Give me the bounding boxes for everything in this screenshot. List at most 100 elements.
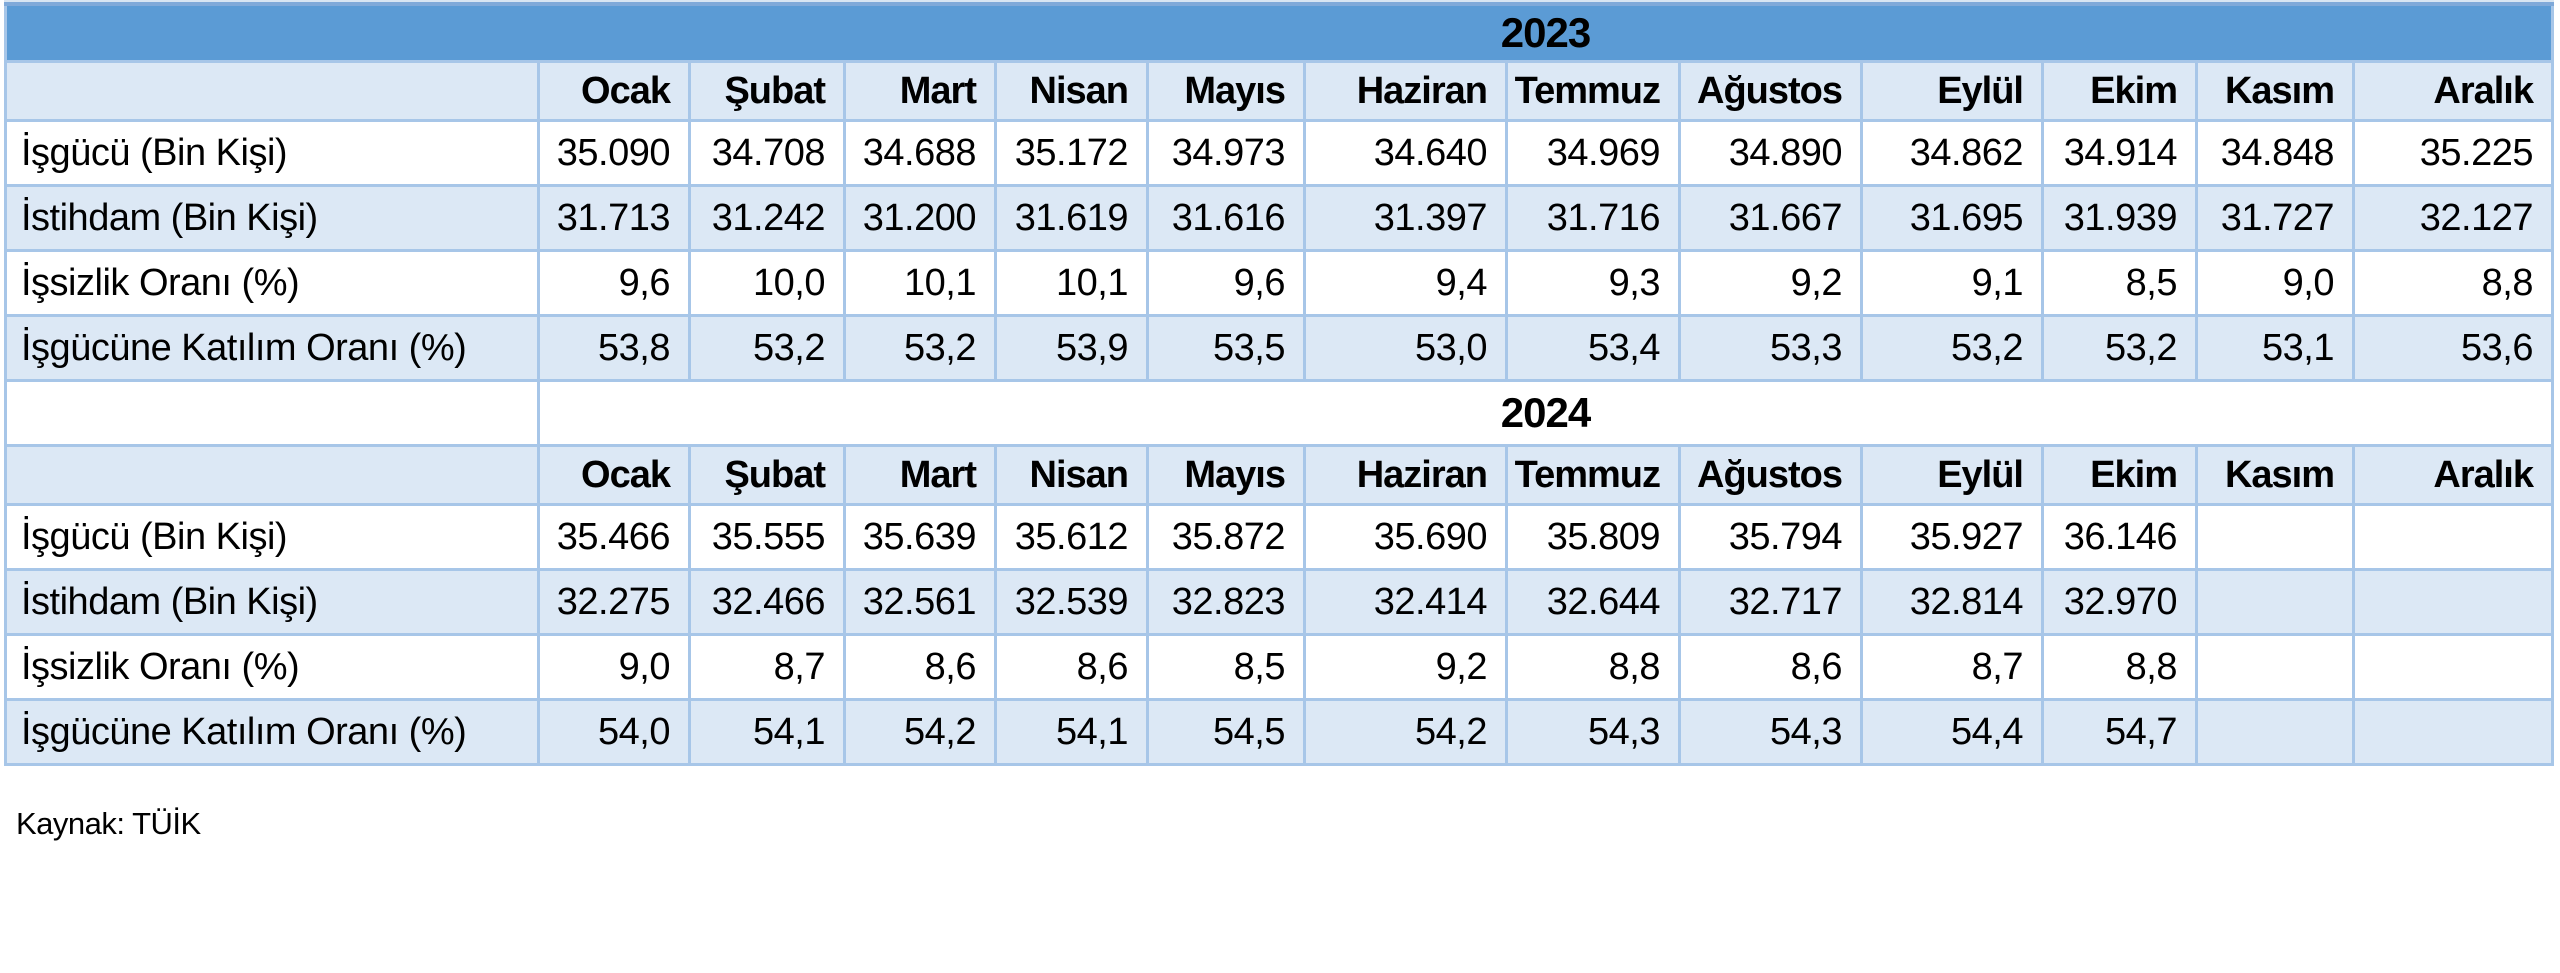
- value-cell: 32.466: [691, 571, 843, 633]
- value-cell: [2198, 571, 2352, 633]
- value-cell: 32.127: [2355, 187, 2551, 249]
- value-cell: 31.727: [2198, 187, 2352, 249]
- month-header: Mart: [846, 63, 994, 119]
- value-cell: 9,6: [1149, 252, 1303, 314]
- value-cell: 9,6: [540, 252, 688, 314]
- value-cell: 9,0: [540, 636, 688, 698]
- value-cell: 54,1: [691, 701, 843, 763]
- value-cell: 35.172: [997, 122, 1146, 184]
- month-header: Kasım: [2198, 447, 2352, 503]
- value-cell: 8,8: [1508, 636, 1678, 698]
- value-cell: 53,2: [846, 317, 994, 379]
- value-cell: 35.466: [540, 506, 688, 568]
- value-cell: 36.146: [2044, 506, 2195, 568]
- value-cell: 53,2: [691, 317, 843, 379]
- value-cell: 10,1: [997, 252, 1146, 314]
- value-cell: 35.090: [540, 122, 688, 184]
- value-cell: 8,5: [1149, 636, 1303, 698]
- value-cell: 8,7: [1863, 636, 2041, 698]
- year-band-spacer: [7, 382, 537, 444]
- month-header-spacer: [7, 447, 537, 503]
- value-cell: 31.200: [846, 187, 994, 249]
- value-cell: 32.814: [1863, 571, 2041, 633]
- source-note: Kaynak: TÜİK: [16, 806, 201, 841]
- month-header: Şubat: [691, 63, 843, 119]
- value-cell: 34.640: [1306, 122, 1505, 184]
- value-cell: [2198, 636, 2352, 698]
- value-cell: 54,0: [540, 701, 688, 763]
- row-label: İşsizlik Oranı (%): [7, 252, 537, 314]
- value-cell: 35.690: [1306, 506, 1505, 568]
- value-cell: 10,1: [846, 252, 994, 314]
- month-header-spacer: [7, 63, 537, 119]
- value-cell: 53,0: [1306, 317, 1505, 379]
- row-label: İşgücüne Katılım Oranı (%): [7, 317, 537, 379]
- value-cell: 54,3: [1508, 701, 1678, 763]
- value-cell: 53,2: [2044, 317, 2195, 379]
- value-cell: 31.667: [1681, 187, 1860, 249]
- row-label: İstihdam (Bin Kişi): [7, 187, 537, 249]
- value-cell: 9,2: [1306, 636, 1505, 698]
- value-cell: 31.619: [997, 187, 1146, 249]
- value-cell: 53,8: [540, 317, 688, 379]
- value-cell: 54,2: [846, 701, 994, 763]
- value-cell: 54,1: [997, 701, 1146, 763]
- value-cell: 53,3: [1681, 317, 1860, 379]
- value-cell: 34.848: [2198, 122, 2352, 184]
- value-cell: 35.794: [1681, 506, 1860, 568]
- value-cell: 54,4: [1863, 701, 2041, 763]
- row-label: İşgücüne Katılım Oranı (%): [7, 701, 537, 763]
- value-cell: 9,2: [1681, 252, 1860, 314]
- value-cell: 9,3: [1508, 252, 1678, 314]
- value-cell: 35.927: [1863, 506, 2041, 568]
- value-cell: [2198, 506, 2352, 568]
- month-header: Eylül: [1863, 63, 2041, 119]
- value-cell: 31.242: [691, 187, 843, 249]
- month-header: Aralık: [2355, 63, 2551, 119]
- value-cell: 9,4: [1306, 252, 1505, 314]
- value-cell: 54,7: [2044, 701, 2195, 763]
- value-cell: [2355, 506, 2551, 568]
- value-cell: 53,4: [1508, 317, 1678, 379]
- month-header: Ekim: [2044, 447, 2195, 503]
- row-label: İstihdam (Bin Kişi): [7, 571, 537, 633]
- value-cell: 8,8: [2355, 252, 2551, 314]
- year-band-title: 2024: [540, 382, 2551, 444]
- value-cell: 8,6: [846, 636, 994, 698]
- value-cell: 10,0: [691, 252, 843, 314]
- value-cell: 53,5: [1149, 317, 1303, 379]
- value-cell: 31.695: [1863, 187, 2041, 249]
- table-grid: 2023 Ocak Şubat Mart Nisan Mayıs Haziran Temmuz…: [4, 6, 2554, 766]
- value-cell: 54,3: [1681, 701, 1860, 763]
- row-label: İşgücü (Bin Kişi): [7, 506, 537, 568]
- value-cell: 8,6: [997, 636, 1146, 698]
- value-cell: 53,2: [1863, 317, 2041, 379]
- row-label: İşgücü (Bin Kişi): [7, 122, 537, 184]
- value-cell: 34.688: [846, 122, 994, 184]
- month-header: Haziran: [1306, 447, 1505, 503]
- value-cell: 32.414: [1306, 571, 1505, 633]
- labor-statistics-table: 2023 Ocak Şubat Mart Nisan Mayıs Haziran Temmuz…: [4, 0, 2554, 766]
- value-cell: 34.914: [2044, 122, 2195, 184]
- value-cell: 32.539: [997, 571, 1146, 633]
- value-cell: [2355, 701, 2551, 763]
- month-header: Ağustos: [1681, 447, 1860, 503]
- value-cell: [2355, 636, 2551, 698]
- value-cell: 32.275: [540, 571, 688, 633]
- value-cell: 35.809: [1508, 506, 1678, 568]
- value-cell: 34.969: [1508, 122, 1678, 184]
- month-header: Haziran: [1306, 63, 1505, 119]
- year-band-title: 2023: [7, 6, 2551, 60]
- value-cell: 9,1: [1863, 252, 2041, 314]
- value-cell: 35.555: [691, 506, 843, 568]
- value-cell: 54,2: [1306, 701, 1505, 763]
- value-cell: [2355, 571, 2551, 633]
- month-header: Nisan: [997, 447, 1146, 503]
- month-header: Aralık: [2355, 447, 2551, 503]
- value-cell: 34.862: [1863, 122, 2041, 184]
- value-cell: 34.708: [691, 122, 843, 184]
- month-header: Ekim: [2044, 63, 2195, 119]
- row-label: İşsizlik Oranı (%): [7, 636, 537, 698]
- value-cell: 32.561: [846, 571, 994, 633]
